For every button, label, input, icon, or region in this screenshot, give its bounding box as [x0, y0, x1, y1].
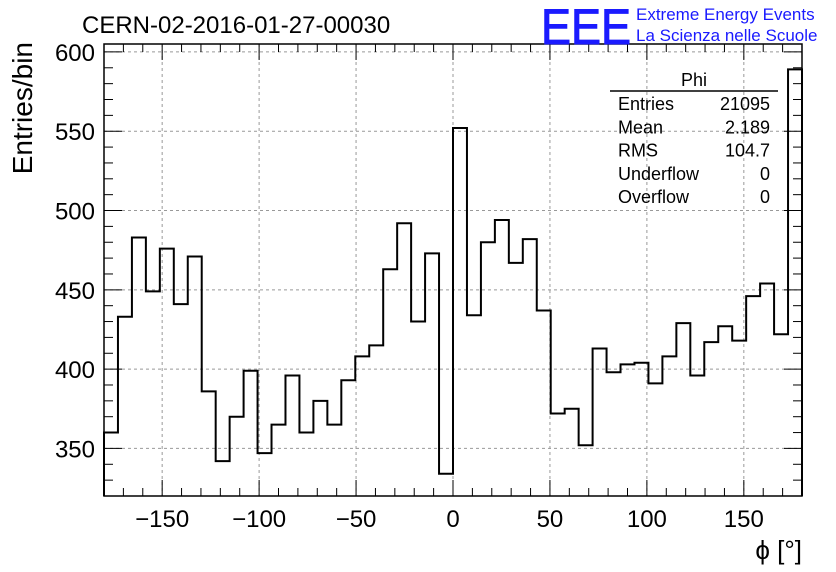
- axis-ticks: [103, 44, 803, 496]
- stats-label: Entries: [618, 94, 674, 114]
- y-axis-label: Entries/bin: [7, 42, 38, 174]
- x-tick-label: −50: [336, 506, 377, 533]
- x-tick-label: 50: [537, 506, 564, 533]
- y-tick-labels: 350 400 450 500 550 600: [55, 40, 95, 463]
- stats-label: Mean: [618, 117, 663, 137]
- y-tick-label: 550: [55, 119, 95, 146]
- stats-box: Phi Entries 21095 Mean 2.189 RMS 104.7 Underfl…: [610, 70, 778, 207]
- stats-value: 0: [760, 164, 770, 184]
- x-tick-label: 150: [724, 506, 764, 533]
- x-tick-label: −150: [135, 506, 189, 533]
- y-tick-label: 450: [55, 278, 95, 305]
- stats-label: RMS: [618, 141, 658, 161]
- stats-title: Phi: [681, 70, 707, 90]
- y-tick-label: 500: [55, 199, 95, 226]
- x-axis-label: ϕ [°]: [755, 535, 802, 565]
- logo-line-1: Extreme Energy Events: [636, 5, 815, 24]
- stats-value: 104.7: [725, 141, 770, 161]
- stats-value: 2.189: [725, 117, 770, 137]
- x-tick-labels: −150 −100 −50 0 50 100 150: [135, 506, 764, 533]
- chart-title: CERN-02-2016-01-27-00030: [82, 12, 390, 39]
- logo-line-2: La Scienza nelle Scuole: [636, 26, 817, 45]
- stats-value: 21095: [720, 94, 770, 114]
- x-tick-label: 100: [627, 506, 667, 533]
- y-tick-label: 400: [55, 357, 95, 384]
- eee-logo-text: EEE: [541, 0, 631, 55]
- stats-value: 0: [760, 187, 770, 207]
- y-tick-label: 600: [55, 40, 95, 67]
- y-tick-label: 350: [55, 436, 95, 463]
- stats-label: Underflow: [618, 164, 700, 184]
- x-tick-label: −100: [232, 506, 286, 533]
- stats-label: Overflow: [618, 187, 690, 207]
- histogram-outline: [103, 68, 803, 496]
- x-tick-label: 0: [446, 506, 459, 533]
